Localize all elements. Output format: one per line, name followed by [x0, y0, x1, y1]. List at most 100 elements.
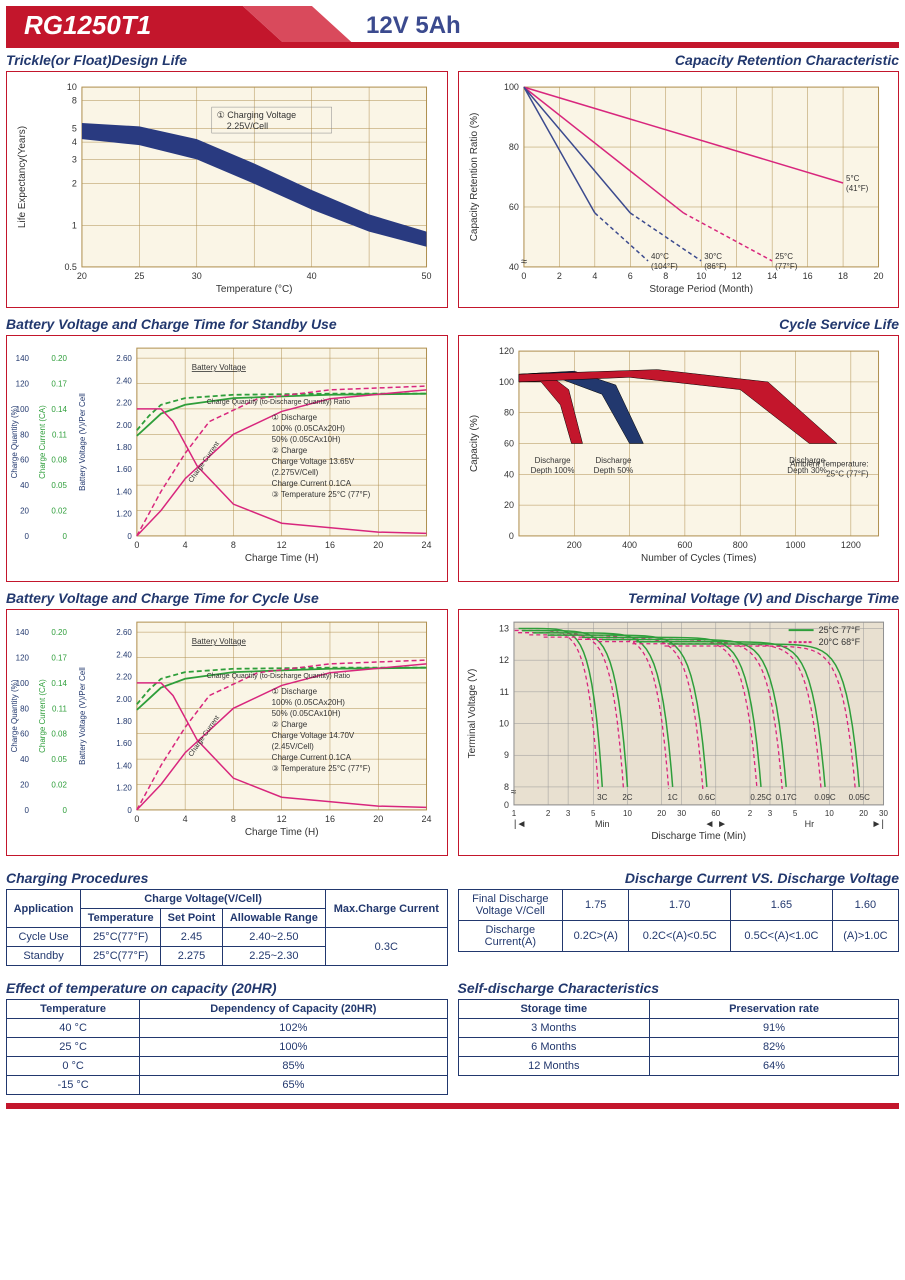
svg-text:0.17: 0.17	[51, 380, 67, 389]
svg-text:16: 16	[802, 271, 812, 281]
svg-text:0.17C: 0.17C	[775, 793, 797, 802]
svg-text:2.60: 2.60	[116, 354, 132, 363]
svg-text:0: 0	[127, 806, 132, 815]
svg-text:0: 0	[503, 800, 508, 810]
svg-text:1.60: 1.60	[116, 465, 132, 474]
svg-text:0.08: 0.08	[51, 456, 67, 465]
svg-text:Number of Cycles (Times): Number of Cycles (Times)	[641, 553, 756, 564]
svg-text:0.14: 0.14	[51, 405, 67, 414]
svg-text:8: 8	[663, 271, 668, 281]
svg-text:10: 10	[498, 719, 508, 729]
svg-text:40°C: 40°C	[651, 252, 669, 261]
svg-text:40: 40	[307, 271, 317, 281]
svg-text:(77°F): (77°F)	[775, 262, 798, 271]
svg-text:Battery Voltage (V)/Per Cell: Battery Voltage (V)/Per Cell	[78, 393, 87, 491]
c6-title: Terminal Voltage (V) and Discharge Time	[458, 590, 900, 606]
svg-text:4: 4	[72, 137, 77, 147]
svg-text:10: 10	[67, 82, 77, 92]
svg-text:60: 60	[20, 456, 29, 465]
svg-text:1.80: 1.80	[116, 443, 132, 452]
svg-text:60: 60	[508, 202, 518, 212]
svg-text:2: 2	[545, 809, 550, 818]
svg-text:Hr: Hr	[804, 819, 813, 829]
svg-text:50% (0.05CAx10H): 50% (0.05CAx10H)	[272, 709, 341, 718]
svg-text:0: 0	[134, 814, 139, 824]
svg-text:Charge Quantity (%): Charge Quantity (%)	[10, 405, 19, 478]
svg-text:11: 11	[499, 687, 508, 697]
svg-text:0: 0	[62, 806, 67, 815]
svg-text:100% (0.05CAx20H): 100% (0.05CAx20H)	[272, 698, 346, 707]
svg-text:20: 20	[20, 507, 29, 516]
svg-text:Charge Voltage 13.65V: Charge Voltage 13.65V	[272, 457, 355, 466]
t2-title: Discharge Current VS. Discharge Voltage	[458, 870, 900, 886]
svg-text:0.05C: 0.05C	[848, 793, 870, 802]
svg-text:30: 30	[677, 809, 686, 818]
svg-text:◄ ►: ◄ ►	[704, 819, 727, 830]
svg-text:40: 40	[20, 481, 29, 490]
svg-text:1.80: 1.80	[116, 717, 132, 726]
svg-text:③ Temperature 25°C (77°F): ③ Temperature 25°C (77°F)	[272, 764, 371, 773]
svg-text:2.60: 2.60	[116, 628, 132, 637]
svg-text:600: 600	[677, 540, 692, 550]
c2-chart: 5°C(41°F)25°C(77°F)30°C(86°F)40°C(104°F)…	[458, 71, 900, 308]
svg-text:5: 5	[591, 809, 596, 818]
svg-text:0.25C: 0.25C	[750, 793, 772, 802]
footer-bar	[6, 1103, 899, 1109]
svg-text:2: 2	[747, 809, 752, 818]
svg-text:3: 3	[565, 809, 570, 818]
svg-text:Charge Current (CA): Charge Current (CA)	[38, 679, 47, 753]
svg-text:400: 400	[622, 540, 637, 550]
svg-text:8: 8	[231, 540, 236, 550]
svg-text:Charge Current (CA): Charge Current (CA)	[38, 405, 47, 479]
svg-text:2.25V/Cell: 2.25V/Cell	[227, 121, 268, 131]
t3-table: TemperatureDependency of Capacity (20HR)…	[6, 999, 448, 1095]
svg-text:Charge Quantity (%): Charge Quantity (%)	[10, 679, 19, 752]
t3-title: Effect of temperature on capacity (20HR)	[6, 980, 448, 996]
svg-text:20: 20	[657, 809, 666, 818]
svg-text:1200: 1200	[840, 540, 860, 550]
c4-title: Cycle Service Life	[458, 316, 900, 332]
svg-text:0.5: 0.5	[64, 262, 76, 272]
svg-text:Charge Time (H): Charge Time (H)	[245, 827, 319, 838]
svg-text:100: 100	[498, 377, 513, 387]
svg-text:2.20: 2.20	[116, 673, 132, 682]
svg-text:(104°F): (104°F)	[651, 262, 678, 271]
svg-text:80: 80	[20, 704, 29, 713]
svg-text:8: 8	[231, 814, 236, 824]
svg-text:40: 40	[503, 469, 513, 479]
svg-text:60: 60	[711, 809, 720, 818]
svg-text:0: 0	[25, 532, 30, 541]
c2-title: Capacity Retention Characteristic	[458, 52, 900, 68]
svg-text:8: 8	[503, 782, 508, 792]
svg-text:Charge Time (H): Charge Time (H)	[245, 553, 319, 564]
svg-text:20: 20	[859, 809, 868, 818]
svg-text:1.20: 1.20	[116, 784, 132, 793]
svg-text:20: 20	[77, 271, 87, 281]
svg-text:2.00: 2.00	[116, 695, 132, 704]
svg-text:① Discharge: ① Discharge	[272, 687, 318, 696]
svg-text:(2.45V/Cell): (2.45V/Cell)	[272, 742, 314, 751]
svg-text:1: 1	[72, 220, 77, 230]
svg-text:0.05: 0.05	[51, 755, 67, 764]
svg-text:10: 10	[824, 809, 833, 818]
svg-text:24: 24	[422, 814, 432, 824]
t4-title: Self-discharge Characteristics	[458, 980, 900, 996]
svg-text:5°C: 5°C	[846, 174, 860, 183]
svg-text:0: 0	[134, 540, 139, 550]
svg-text:800: 800	[732, 540, 747, 550]
svg-text:25: 25	[134, 271, 144, 281]
svg-text:20°C 68°F: 20°C 68°F	[818, 637, 860, 647]
svg-text:30: 30	[192, 271, 202, 281]
svg-text:① Discharge: ① Discharge	[272, 413, 318, 422]
svg-text:Discharge: Discharge	[595, 456, 632, 465]
svg-text:18: 18	[838, 271, 848, 281]
svg-text:13: 13	[498, 623, 508, 633]
svg-text:Discharge Time (Min): Discharge Time (Min)	[651, 831, 746, 842]
svg-text:0.02: 0.02	[51, 507, 67, 516]
svg-text:120: 120	[16, 654, 30, 663]
svg-text:0.20: 0.20	[51, 628, 67, 637]
svg-text:Discharge: Discharge	[534, 456, 571, 465]
svg-text:20: 20	[373, 540, 383, 550]
svg-text:(2.275V/Cell): (2.275V/Cell)	[272, 468, 319, 477]
svg-text:≈: ≈	[510, 787, 516, 798]
